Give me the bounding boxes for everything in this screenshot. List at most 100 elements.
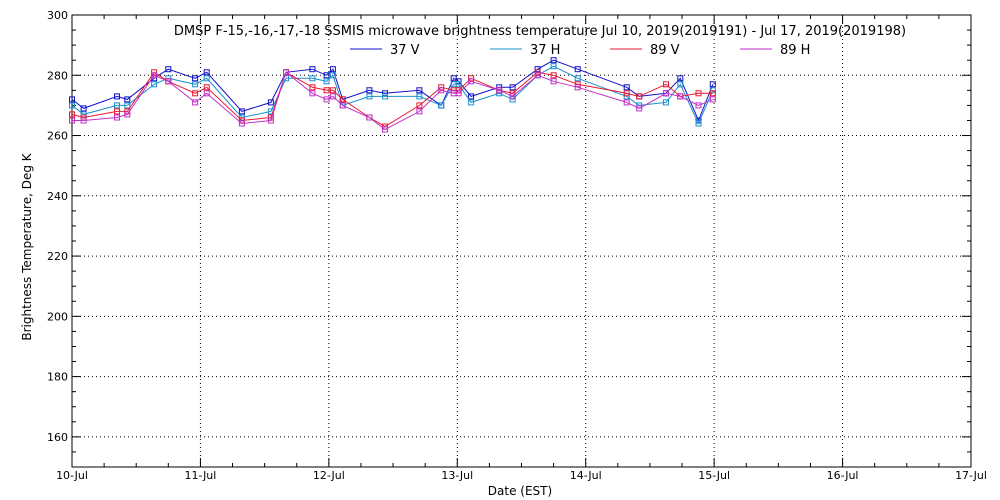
y-tick-labels: 160 180 200 220 240 260 280 300 (47, 9, 68, 444)
data-point (309, 75, 316, 82)
y-tick-label: 300 (47, 9, 68, 22)
y-tick-label: 220 (47, 250, 68, 263)
data-point (203, 90, 210, 97)
legend-label: 37 H (530, 43, 560, 58)
data-point (151, 81, 158, 88)
axis-ticks (71, 14, 972, 468)
data-point (323, 78, 330, 85)
data-point (124, 111, 131, 118)
legend-label: 37 V (390, 43, 420, 58)
data-point (339, 102, 346, 109)
data-point (309, 66, 316, 73)
data-point (623, 93, 630, 100)
data-point (366, 93, 373, 100)
data-point (382, 126, 388, 133)
x-tick-label: 11-Jul (184, 469, 216, 482)
data-point (192, 90, 199, 97)
data-point (323, 96, 330, 103)
data-point (677, 93, 684, 100)
data-point (80, 117, 87, 124)
data-point (283, 69, 289, 76)
data-point (550, 57, 557, 64)
data-point (80, 111, 87, 118)
data-point (438, 87, 445, 94)
data-point (165, 66, 172, 73)
data-point (267, 99, 274, 106)
data-point (416, 93, 423, 100)
data-point (416, 87, 423, 94)
data-point (151, 72, 158, 79)
data-point (695, 102, 702, 109)
data-point (192, 99, 199, 106)
data-point (114, 102, 120, 109)
data-point (455, 81, 462, 88)
data-point (636, 105, 643, 112)
data-point (238, 108, 245, 115)
data-point (192, 75, 199, 82)
data-point (709, 90, 716, 97)
data-point (309, 84, 316, 91)
data-point (203, 69, 210, 76)
y-tick-label: 280 (47, 69, 68, 82)
data-point (69, 96, 75, 103)
y-tick-label: 160 (47, 431, 68, 444)
data-point (329, 93, 336, 100)
data-point (124, 96, 131, 103)
y-tick-label: 200 (47, 310, 68, 323)
data-point (663, 99, 669, 106)
data-point (709, 81, 716, 88)
data-point (416, 102, 423, 109)
data-point (309, 90, 316, 97)
data-point (323, 72, 330, 79)
data-point (267, 117, 274, 124)
x-tick-label: 12-Jul (313, 469, 345, 482)
data-point (623, 99, 630, 106)
plot-area (71, 14, 972, 468)
y-tick-label: 180 (47, 371, 68, 384)
data-point (496, 87, 503, 94)
data-point (468, 99, 475, 106)
data-point (329, 66, 336, 73)
data-point (238, 120, 245, 127)
data-point (550, 72, 557, 79)
data-point (203, 84, 210, 91)
data-point (574, 84, 581, 91)
data-point (69, 117, 75, 124)
data-point (323, 87, 330, 94)
x-tick-label: 16-Jul (827, 469, 859, 482)
data-point (124, 102, 131, 109)
data-point (534, 66, 541, 73)
data-point (438, 102, 445, 109)
data-point (203, 75, 210, 82)
data-point (80, 105, 87, 112)
data-point (636, 93, 643, 100)
data-point (69, 102, 75, 109)
data-point (677, 81, 684, 88)
data-point (534, 72, 541, 79)
data-point (329, 87, 336, 94)
data-point (468, 93, 475, 100)
x-axis-title: Date (EST) (488, 484, 552, 498)
y-axis-title: Brightness Temperature, Deg K (20, 152, 34, 340)
data-point (709, 96, 716, 103)
data-point (455, 90, 462, 97)
legend-label: 89 H (780, 43, 810, 58)
x-tick-label: 10-Jul (56, 469, 88, 482)
data-point (366, 87, 373, 94)
data-point (382, 93, 388, 100)
data-point (329, 72, 336, 79)
data-point (468, 78, 475, 85)
series-line (71, 59, 714, 122)
x-tick-label: 13-Jul (441, 469, 473, 482)
data-point (114, 114, 120, 121)
x-tick-label: 14-Jul (570, 469, 602, 482)
data-point (382, 90, 388, 97)
data-point (695, 90, 702, 97)
y-tick-label: 260 (47, 130, 68, 143)
data-point (339, 96, 346, 103)
data-point (416, 108, 423, 115)
legend-label: 89 V (650, 43, 680, 58)
data-point (165, 78, 172, 85)
x-tick-label: 17-Jul (955, 469, 987, 482)
